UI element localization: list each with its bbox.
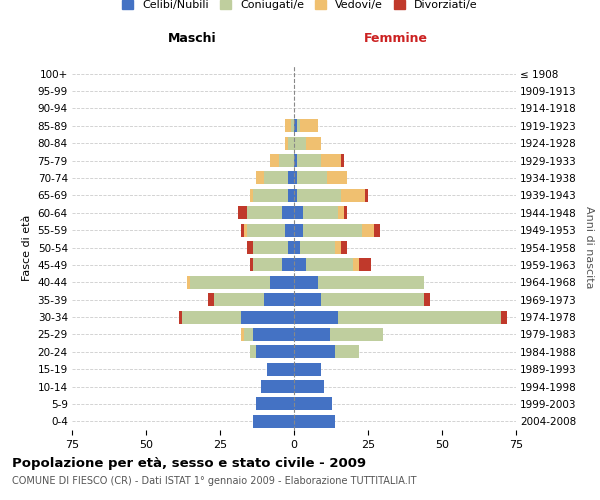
- Bar: [214, 293, 265, 306]
- Bar: [285, 120, 291, 132]
- Bar: [244, 328, 253, 341]
- Bar: [317, 276, 424, 289]
- Bar: [241, 328, 244, 341]
- Bar: [253, 258, 282, 272]
- Y-axis label: Anni di nascita: Anni di nascita: [584, 206, 594, 289]
- Bar: [288, 241, 294, 254]
- Bar: [335, 346, 359, 358]
- Bar: [294, 172, 297, 184]
- Bar: [282, 258, 294, 272]
- Bar: [279, 154, 294, 167]
- Bar: [253, 415, 294, 428]
- Bar: [262, 380, 294, 393]
- Bar: [241, 224, 244, 236]
- Bar: [294, 415, 335, 428]
- Bar: [300, 120, 317, 132]
- Bar: [338, 310, 501, 324]
- Y-axis label: Fasce di età: Fasce di età: [22, 214, 32, 280]
- Bar: [359, 258, 371, 272]
- Bar: [341, 189, 365, 202]
- Bar: [338, 206, 344, 220]
- Bar: [294, 136, 306, 149]
- Bar: [294, 293, 320, 306]
- Bar: [250, 346, 256, 358]
- Bar: [247, 224, 285, 236]
- Bar: [238, 206, 247, 220]
- Bar: [306, 136, 320, 149]
- Bar: [341, 241, 347, 254]
- Bar: [326, 172, 347, 184]
- Bar: [268, 362, 294, 376]
- Bar: [179, 310, 182, 324]
- Bar: [182, 310, 241, 324]
- Legend: Celibi/Nubili, Coniugati/e, Vedovi/e, Divorziati/e: Celibi/Nubili, Coniugati/e, Vedovi/e, Di…: [118, 0, 482, 15]
- Bar: [335, 241, 341, 254]
- Bar: [247, 241, 253, 254]
- Bar: [253, 328, 294, 341]
- Bar: [365, 189, 368, 202]
- Bar: [329, 328, 383, 341]
- Bar: [285, 136, 288, 149]
- Bar: [303, 224, 362, 236]
- Bar: [271, 276, 294, 289]
- Bar: [362, 224, 374, 236]
- Bar: [253, 189, 288, 202]
- Bar: [344, 206, 347, 220]
- Bar: [294, 241, 300, 254]
- Text: Femmine: Femmine: [364, 32, 428, 45]
- Bar: [256, 346, 294, 358]
- Bar: [294, 189, 297, 202]
- Bar: [294, 224, 303, 236]
- Text: COMUNE DI FIESCO (CR) - Dati ISTAT 1° gennaio 2009 - Elaborazione TUTTITALIA.IT: COMUNE DI FIESCO (CR) - Dati ISTAT 1° ge…: [12, 476, 416, 486]
- Bar: [320, 293, 424, 306]
- Bar: [208, 293, 214, 306]
- Bar: [341, 154, 344, 167]
- Bar: [320, 154, 341, 167]
- Bar: [288, 189, 294, 202]
- Bar: [288, 172, 294, 184]
- Bar: [294, 310, 338, 324]
- Bar: [187, 276, 190, 289]
- Bar: [253, 241, 288, 254]
- Bar: [288, 136, 294, 149]
- Bar: [297, 120, 300, 132]
- Bar: [271, 154, 279, 167]
- Bar: [374, 224, 380, 236]
- Bar: [190, 276, 271, 289]
- Bar: [501, 310, 507, 324]
- Bar: [294, 120, 297, 132]
- Bar: [306, 258, 353, 272]
- Bar: [294, 276, 317, 289]
- Bar: [424, 293, 430, 306]
- Bar: [291, 120, 294, 132]
- Bar: [247, 206, 282, 220]
- Bar: [285, 224, 294, 236]
- Bar: [294, 258, 306, 272]
- Bar: [250, 258, 253, 272]
- Bar: [300, 241, 335, 254]
- Bar: [294, 362, 320, 376]
- Bar: [294, 206, 303, 220]
- Bar: [303, 206, 338, 220]
- Bar: [256, 172, 265, 184]
- Bar: [297, 154, 320, 167]
- Bar: [244, 224, 247, 236]
- Text: Maschi: Maschi: [167, 32, 216, 45]
- Bar: [241, 310, 294, 324]
- Bar: [294, 346, 335, 358]
- Text: Popolazione per età, sesso e stato civile - 2009: Popolazione per età, sesso e stato civil…: [12, 458, 366, 470]
- Bar: [294, 154, 297, 167]
- Bar: [294, 380, 323, 393]
- Bar: [297, 189, 341, 202]
- Bar: [294, 398, 332, 410]
- Bar: [353, 258, 359, 272]
- Bar: [256, 398, 294, 410]
- Bar: [265, 293, 294, 306]
- Bar: [250, 189, 253, 202]
- Bar: [265, 172, 288, 184]
- Bar: [297, 172, 326, 184]
- Bar: [294, 328, 329, 341]
- Bar: [282, 206, 294, 220]
